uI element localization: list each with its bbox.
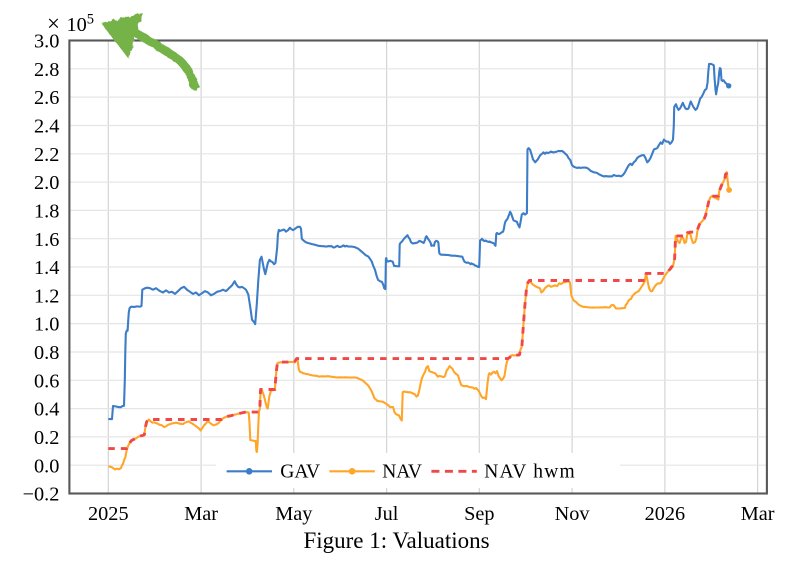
svg-text:May: May — [275, 503, 313, 525]
svg-text:0.8: 0.8 — [34, 342, 59, 364]
svg-text:1.4: 1.4 — [34, 257, 59, 279]
svg-text:2.2: 2.2 — [34, 144, 59, 166]
svg-text:2026: 2026 — [645, 503, 686, 525]
svg-text:2.8: 2.8 — [34, 59, 59, 81]
svg-text:3.0: 3.0 — [34, 31, 59, 53]
svg-text:0.2: 0.2 — [34, 427, 59, 449]
svg-text:1.8: 1.8 — [34, 201, 59, 223]
svg-text:Mar: Mar — [741, 503, 775, 525]
svg-text:0.0: 0.0 — [34, 455, 59, 477]
svg-text:Jul: Jul — [375, 503, 399, 525]
svg-text:Mar: Mar — [184, 503, 218, 525]
svg-text:0.6: 0.6 — [34, 370, 59, 392]
svg-text:1.2: 1.2 — [34, 285, 59, 307]
svg-text:NAV hwm: NAV hwm — [484, 461, 576, 482]
svg-text:Sep: Sep — [464, 503, 494, 525]
svg-text:2.6: 2.6 — [34, 87, 59, 109]
svg-text:2.4: 2.4 — [34, 116, 59, 138]
svg-text:GAV: GAV — [280, 461, 320, 482]
svg-text:NAV: NAV — [382, 461, 422, 482]
svg-text:0.4: 0.4 — [34, 399, 59, 421]
svg-text:2.0: 2.0 — [34, 172, 59, 194]
svg-text:×: × — [47, 11, 60, 36]
svg-text:1.0: 1.0 — [34, 314, 59, 336]
svg-text:Figure 1: Valuations: Figure 1: Valuations — [303, 528, 489, 553]
svg-text:1.6: 1.6 — [34, 229, 59, 251]
svg-text:Nov: Nov — [555, 503, 591, 525]
svg-text:2025: 2025 — [88, 503, 129, 525]
svg-text:−0.2: −0.2 — [23, 484, 60, 506]
